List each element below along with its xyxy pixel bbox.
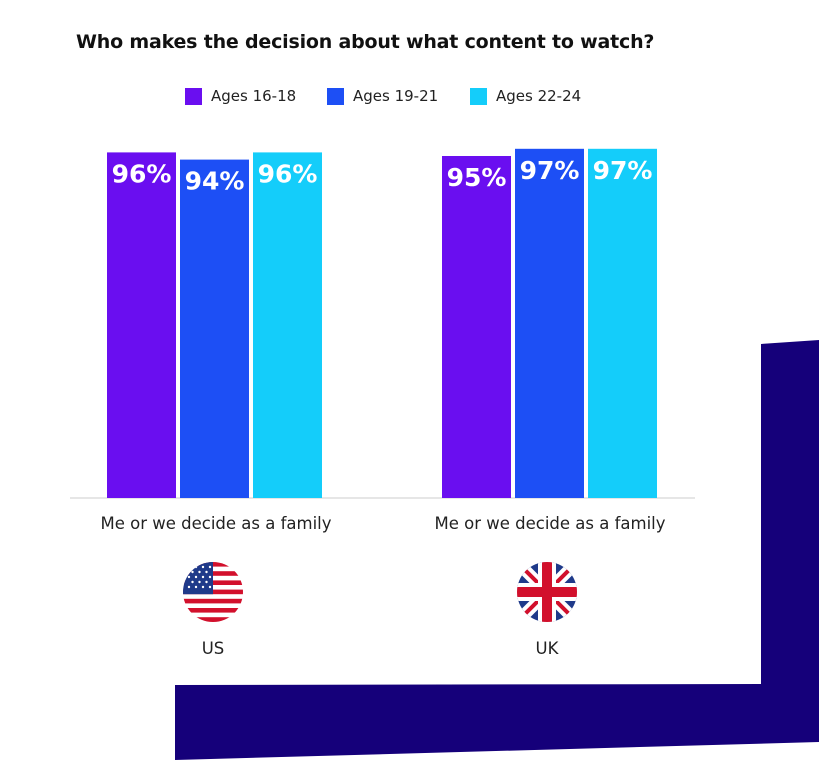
country-label-us: US [201,639,225,658]
legend-swatch [327,87,344,105]
legend-label: Ages 19-21 [353,87,439,105]
legend-item-ages-19-21: Ages 19-21 [327,87,438,105]
legend-swatch [470,87,487,105]
bar-value-label: 97% [593,156,653,185]
bar-us-2 [180,159,249,498]
legend-label: Ages 16-18 [211,87,297,105]
legend-label: Ages 22-24 [496,87,582,105]
bar-uk-2 [515,148,584,499]
bar-value-label: 96% [258,159,318,188]
bar-uk-3 [588,148,657,499]
legend-item-ages-22-24: Ages 22-24 [470,87,581,105]
bar-value-label: 96% [112,159,172,188]
bar-us-3 [253,152,322,498]
legend-swatch [185,87,202,105]
bar-value-label: 94% [185,167,245,196]
category-label-uk: Me or we decide as a family [434,514,666,533]
category-label-us: Me or we decide as a family [100,514,332,533]
legend-item-ages-16-18: Ages 16-18 [185,87,296,105]
bar-us-1 [107,152,176,498]
bar-value-label: 97% [520,156,580,185]
bar-uk-1 [442,156,511,498]
bar-value-label: 95% [447,163,507,192]
country-label-uk: UK [535,639,559,658]
us-flag-icon [183,562,243,622]
uk-flag-icon [517,562,577,622]
chart-title: Who makes the decision about what conten… [76,31,655,53]
